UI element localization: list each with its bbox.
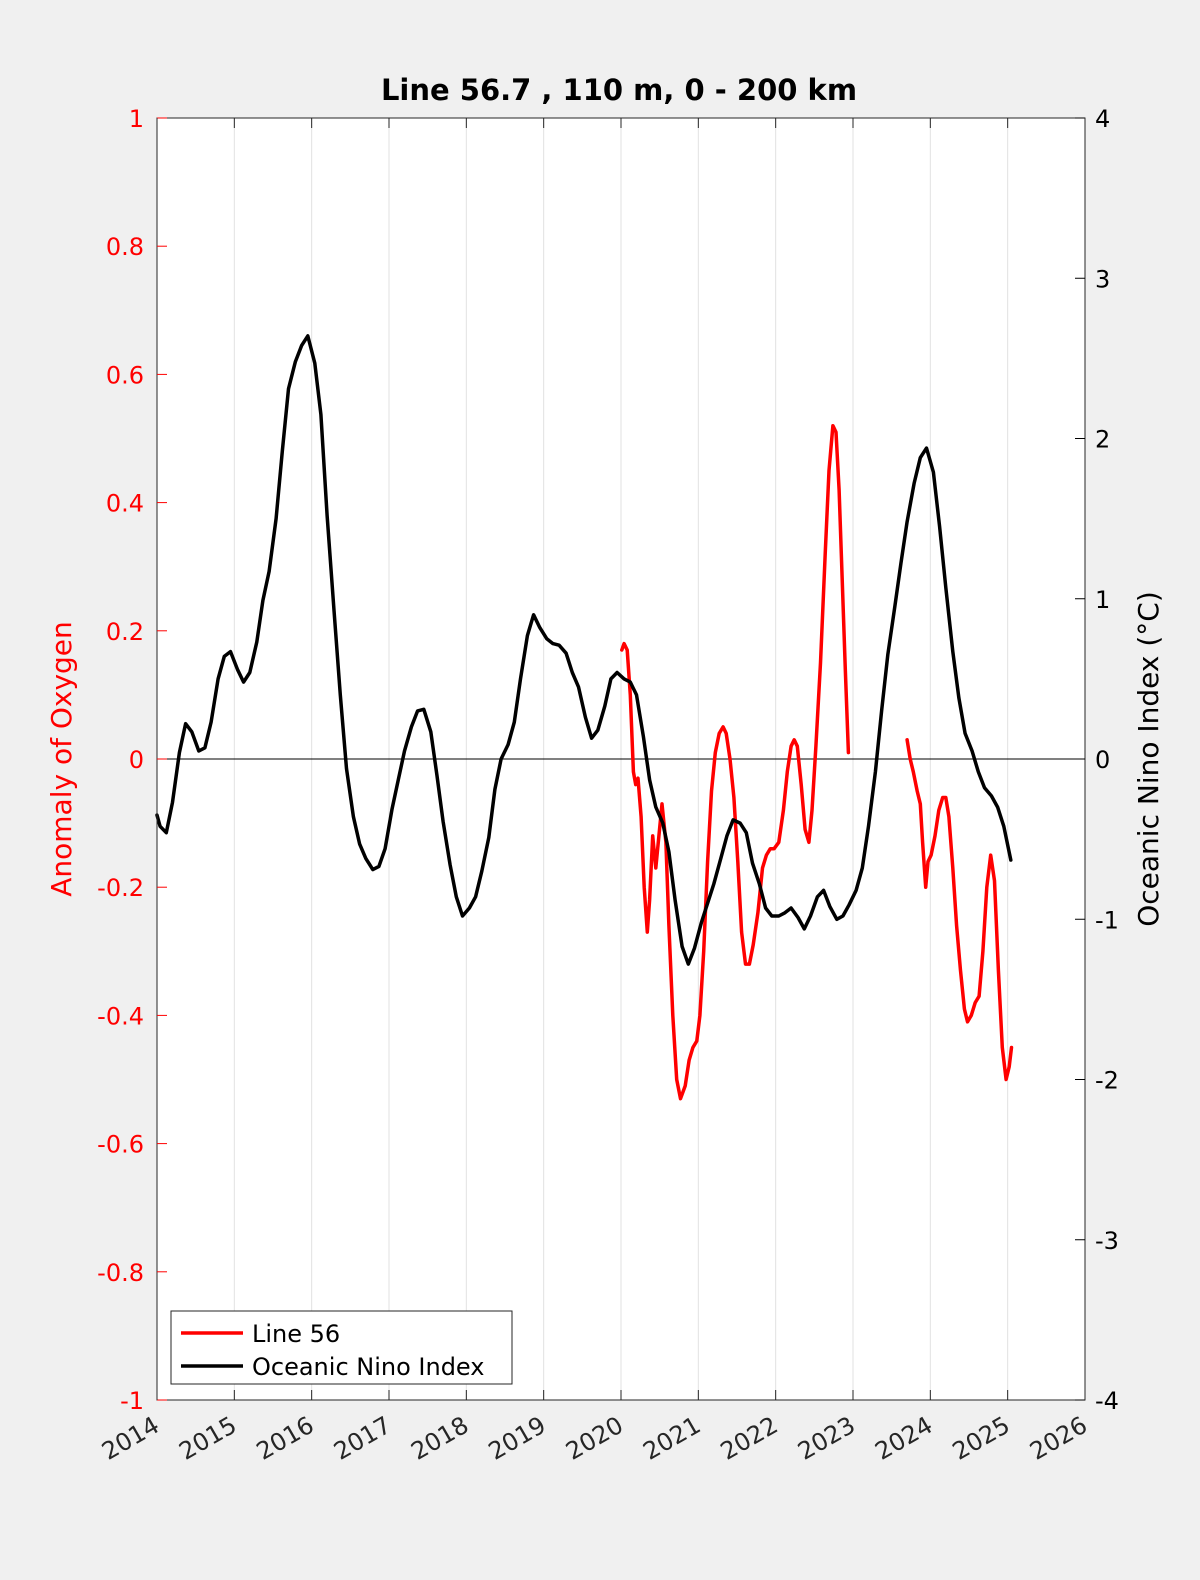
y-right-tick-label: -3 <box>1095 1227 1119 1255</box>
y-right-tick-label: 0 <box>1095 746 1110 774</box>
y-left-tick-label: 1 <box>129 105 144 133</box>
y-axis-right-label: Oceanic Nino Index (°C) <box>1132 591 1165 927</box>
y-right-tick-label: 2 <box>1095 426 1110 454</box>
y-right-tick-label: 4 <box>1095 105 1110 133</box>
y-right-tick-label: -4 <box>1095 1387 1119 1415</box>
y-left-tick-label: 0.8 <box>106 233 144 261</box>
y-left-tick-label: 0 <box>129 746 144 774</box>
series-line56-line <box>620 423 851 1101</box>
y-left-tick-label: -0.8 <box>97 1259 144 1287</box>
legend-label-line56: Line 56 <box>252 1320 340 1348</box>
y-right-tick-label: -2 <box>1095 1067 1119 1095</box>
series-layer <box>155 334 1014 1101</box>
y-left-tick-label: -1 <box>120 1387 144 1415</box>
y-left-tick-label: 0.2 <box>106 618 144 646</box>
y-left-tick-label: -0.2 <box>97 874 144 902</box>
y-right-tick-label: -1 <box>1095 906 1119 934</box>
legend: Line 56 Oceanic Nino Index <box>170 1310 513 1385</box>
chart-title: Line 56.7 , 110 m, 0 - 200 km <box>381 73 857 107</box>
y-right-tick-label: 3 <box>1095 265 1110 293</box>
y-left-tick-label: 0.4 <box>106 490 144 518</box>
legend-box <box>170 1310 513 1385</box>
y-left-tick-label: -0.4 <box>97 1002 144 1030</box>
legend-label-oni: Oceanic Nino Index <box>252 1353 484 1381</box>
y-left-tick-label: -0.6 <box>97 1131 144 1159</box>
series-line56-line <box>905 738 1014 1082</box>
y-axis-left-label: Anomaly of Oxygen <box>45 621 78 897</box>
y-left-tick-label: 0.6 <box>106 361 144 389</box>
y-right-tick-label: 1 <box>1095 586 1110 614</box>
series-oni-line <box>155 334 1013 966</box>
